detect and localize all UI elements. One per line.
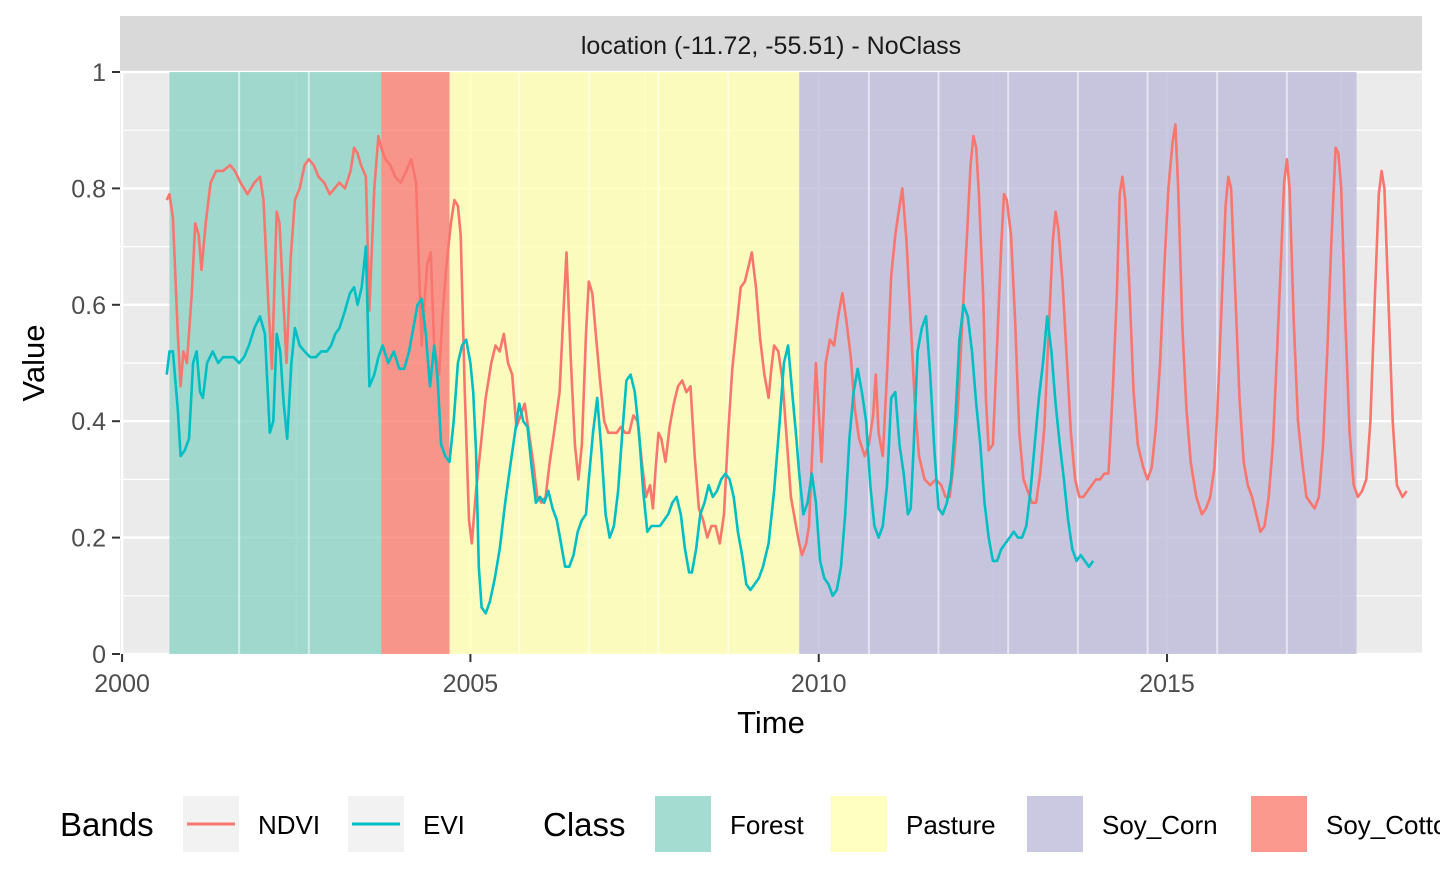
legend-bands-title: Bands bbox=[60, 806, 154, 843]
x-axis-title: Time bbox=[737, 705, 805, 740]
legend-label-evi: EVI bbox=[423, 810, 465, 840]
y-tick-label: 0.2 bbox=[71, 525, 106, 553]
legend-label-ndvi: NDVI bbox=[258, 810, 320, 840]
legend-swatch-soy-cotton bbox=[1251, 796, 1307, 852]
legend-label-pasture: Pasture bbox=[906, 810, 996, 840]
series-lines bbox=[165, 123, 1408, 615]
legend-class-title: Class bbox=[543, 806, 626, 843]
x-axis: 2000 2005 2010 2015 bbox=[94, 654, 1195, 698]
legend-label-forest: Forest bbox=[730, 810, 804, 840]
legend: Bands NDVI EVI Class Forest Pasture Soy_… bbox=[60, 796, 1440, 852]
y-tick-label: 0.8 bbox=[71, 175, 106, 203]
x-tick-label: 2010 bbox=[791, 670, 847, 698]
y-tick-label: 0 bbox=[92, 641, 106, 669]
facet-strip bbox=[120, 16, 1422, 72]
x-tick-label: 2015 bbox=[1139, 670, 1195, 698]
legend-label-soy-cotton: Soy_Cotton bbox=[1326, 810, 1440, 840]
y-axis: 0 0.2 0.4 0.6 0.8 1 bbox=[71, 59, 120, 669]
facet-label: location (-11.72, -55.51) - NoClass bbox=[581, 32, 961, 60]
y-tick-label: 1 bbox=[92, 59, 106, 87]
legend-label-soy-corn: Soy_Corn bbox=[1102, 810, 1218, 840]
y-tick-label: 0.6 bbox=[71, 292, 106, 320]
series-line-ndvi bbox=[165, 123, 1408, 557]
legend-swatch-pasture bbox=[831, 796, 887, 852]
y-tick-label: 0.4 bbox=[71, 408, 106, 436]
legend-swatch-soy-corn bbox=[1027, 796, 1083, 852]
y-axis-title: Value bbox=[16, 325, 51, 402]
x-tick-label: 2000 bbox=[94, 670, 150, 698]
x-tick-label: 2005 bbox=[443, 670, 499, 698]
class-span-pasture bbox=[449, 72, 800, 654]
series-line-evi bbox=[165, 245, 1095, 615]
legend-swatch-forest bbox=[655, 796, 711, 852]
